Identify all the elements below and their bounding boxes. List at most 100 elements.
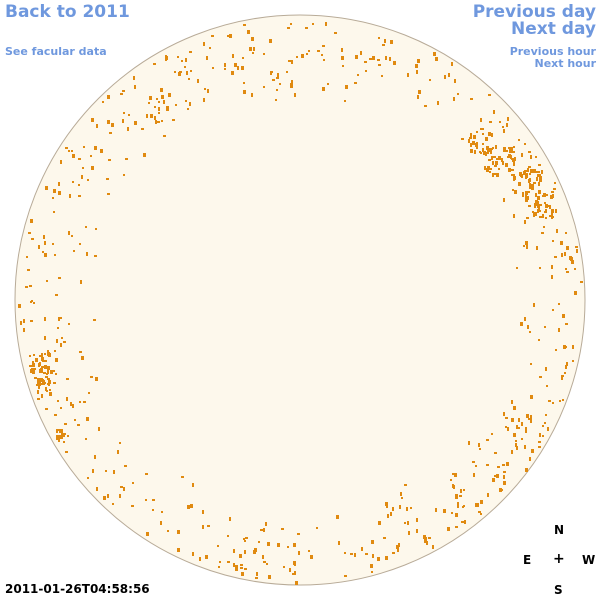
- facula-point: [288, 60, 291, 62]
- facula-point: [423, 535, 426, 539]
- facula-point: [558, 328, 560, 332]
- facula-point: [473, 473, 475, 477]
- facula-point: [454, 79, 456, 83]
- facula-point: [44, 241, 46, 245]
- facula-point: [470, 98, 473, 100]
- facula-point: [161, 120, 163, 122]
- see-facular-data-link[interactable]: See facular data: [5, 45, 107, 58]
- facula-point: [55, 373, 57, 375]
- facula-point: [119, 494, 121, 498]
- facula-point: [60, 317, 62, 319]
- facula-point: [518, 427, 520, 429]
- facula-point: [565, 365, 567, 369]
- facula-point: [289, 568, 291, 572]
- facula-point: [107, 120, 110, 124]
- facula-point: [390, 40, 393, 44]
- next-day-link[interactable]: Next day: [511, 19, 596, 39]
- facula-point: [511, 400, 513, 404]
- facula-point: [266, 563, 268, 565]
- previous-day-link[interactable]: Previous day: [472, 2, 596, 22]
- facula-point: [566, 271, 569, 273]
- facula-point: [535, 200, 538, 204]
- facula-point: [252, 52, 254, 54]
- facula-point: [44, 317, 46, 321]
- facula-point: [150, 114, 153, 118]
- facula-point: [61, 337, 63, 339]
- facula-point: [553, 188, 556, 190]
- facula-point: [90, 376, 93, 378]
- facula-point: [551, 209, 554, 213]
- facula-point: [251, 93, 253, 97]
- facula-point: [525, 176, 528, 178]
- facula-point: [410, 507, 412, 509]
- facula-point: [432, 545, 434, 549]
- facula-point: [55, 358, 58, 362]
- facula-point: [203, 42, 205, 46]
- facula-point: [187, 505, 190, 509]
- facula-point: [490, 168, 492, 170]
- facula-point: [41, 357, 44, 361]
- facula-point: [323, 59, 325, 61]
- facula-point: [287, 27, 290, 29]
- facula-point: [206, 56, 208, 60]
- compass-west: W: [582, 553, 596, 567]
- facula-point: [428, 537, 431, 539]
- facula-point: [450, 479, 452, 481]
- facula-point: [392, 552, 395, 554]
- facula-point: [498, 156, 501, 160]
- facula-point: [227, 35, 230, 37]
- facula-point: [263, 561, 266, 563]
- facula-point: [56, 429, 58, 433]
- facula-point: [123, 112, 125, 114]
- facula-point: [542, 214, 544, 218]
- facula-point: [86, 252, 88, 256]
- facula-point: [177, 548, 180, 552]
- facula-point: [513, 146, 515, 148]
- facula-point: [37, 398, 40, 400]
- facula-point: [489, 171, 491, 173]
- facula-point: [94, 455, 96, 459]
- facula-point: [306, 53, 308, 55]
- facula-point: [433, 52, 436, 56]
- facula-point: [457, 93, 459, 95]
- facula-point: [243, 538, 245, 540]
- facula-point: [158, 107, 160, 111]
- facula-point: [475, 505, 477, 507]
- facula-point: [205, 555, 208, 559]
- facula-point: [39, 355, 41, 357]
- facula-point: [81, 175, 83, 179]
- facula-point: [161, 95, 164, 99]
- facula-point: [526, 217, 529, 219]
- facula-point: [539, 216, 542, 218]
- facula-point: [100, 149, 103, 153]
- facula-point: [495, 145, 497, 147]
- facula-point: [241, 66, 244, 70]
- facula-point: [277, 73, 279, 77]
- facula-point: [513, 214, 515, 218]
- facula-point: [247, 30, 250, 34]
- facula-point: [79, 243, 81, 245]
- facula-point: [44, 353, 46, 355]
- facula-point: [525, 191, 528, 193]
- facula-point: [91, 118, 94, 122]
- facula-point: [188, 78, 190, 80]
- facula-point: [533, 182, 536, 184]
- facula-point: [560, 241, 563, 245]
- back-to-year-link[interactable]: Back to 2011: [5, 2, 130, 22]
- facula-point: [407, 521, 409, 525]
- facula-point: [322, 87, 325, 91]
- previous-hour-link[interactable]: Previous hour: [509, 45, 596, 58]
- facula-point: [518, 182, 521, 186]
- facula-point: [233, 549, 235, 553]
- facula-point: [468, 139, 470, 143]
- facula-point: [34, 377, 37, 379]
- facula-point: [245, 537, 248, 539]
- facula-point: [565, 323, 568, 325]
- next-hour-link[interactable]: Next hour: [534, 57, 597, 70]
- facula-point: [496, 474, 499, 478]
- facula-point: [153, 63, 156, 65]
- facula-point: [361, 547, 363, 551]
- facula-point: [49, 389, 51, 391]
- facula-point: [561, 375, 564, 377]
- facula-point: [510, 155, 512, 159]
